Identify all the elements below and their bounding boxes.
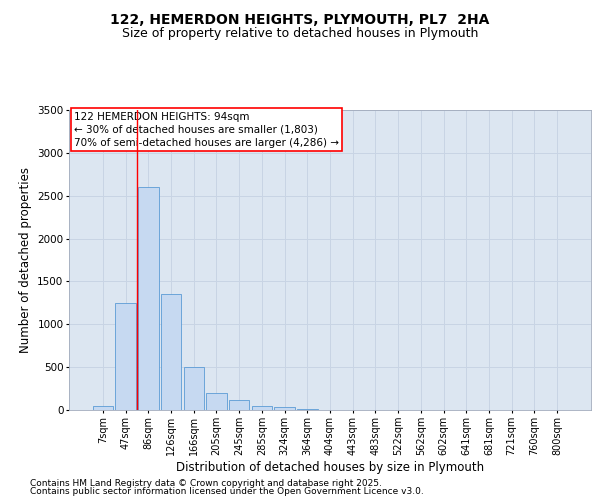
Bar xyxy=(297,409,317,410)
Bar xyxy=(161,294,181,410)
Text: 122, HEMERDON HEIGHTS, PLYMOUTH, PL7  2HA: 122, HEMERDON HEIGHTS, PLYMOUTH, PL7 2HA xyxy=(110,12,490,26)
Bar xyxy=(138,187,158,410)
Bar xyxy=(229,400,250,410)
Bar xyxy=(206,393,227,410)
X-axis label: Distribution of detached houses by size in Plymouth: Distribution of detached houses by size … xyxy=(176,460,484,473)
Bar xyxy=(274,408,295,410)
Bar xyxy=(93,406,113,410)
Bar xyxy=(251,406,272,410)
Text: Size of property relative to detached houses in Plymouth: Size of property relative to detached ho… xyxy=(122,28,478,40)
Text: Contains HM Land Registry data © Crown copyright and database right 2025.: Contains HM Land Registry data © Crown c… xyxy=(30,478,382,488)
Bar xyxy=(184,367,204,410)
Text: 122 HEMERDON HEIGHTS: 94sqm
← 30% of detached houses are smaller (1,803)
70% of : 122 HEMERDON HEIGHTS: 94sqm ← 30% of det… xyxy=(74,112,339,148)
Text: Contains public sector information licensed under the Open Government Licence v3: Contains public sector information licen… xyxy=(30,488,424,496)
Bar xyxy=(115,303,136,410)
Y-axis label: Number of detached properties: Number of detached properties xyxy=(19,167,32,353)
